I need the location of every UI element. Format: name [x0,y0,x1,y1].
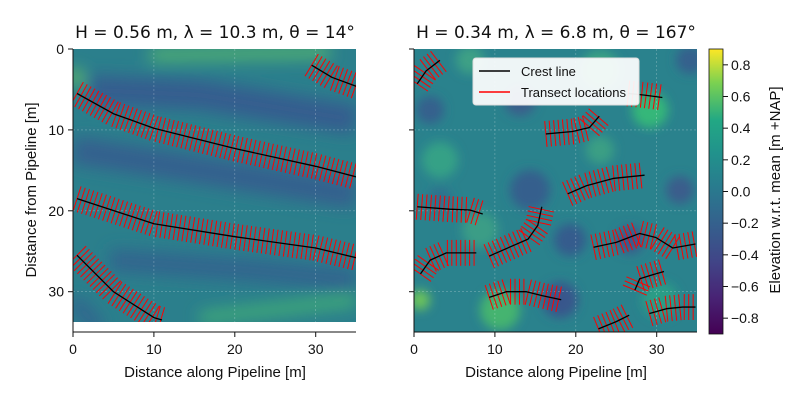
legend-crest-label: Crest line [521,64,576,79]
left-grid [73,49,356,322]
colorbar-tick-label: 0.6 [731,89,751,105]
crest-line [598,314,630,330]
left-heatmap [73,49,356,322]
left-title: H = 0.56 m, λ = 10.3 m, θ = 14° [75,23,355,43]
left-axes: 0 10 20 30 0 10 20 30 [48,41,356,357]
right-panel: 0 10 20 30 H = 0.34 m, λ = 6.8 m, θ = 167° … [409,23,697,381]
transect-tick [483,244,495,269]
crest-line [417,206,483,215]
colorbar-label: Elevation w.r.t. mean [m +NAP] [767,86,784,293]
x-tick-label: 0 [410,341,418,357]
crest-line [567,174,645,195]
left-heatmap-texture [73,49,356,322]
colorbar-tick-label: 0.2 [731,152,751,168]
crest-line [76,198,356,259]
right-axes: 0 10 20 30 [409,48,697,357]
x-tick-label: 30 [649,341,665,357]
crest-line [593,232,696,249]
right-x-label: Distance along Pipeline [m] [465,364,647,381]
y-tick-label: 20 [48,203,64,219]
crest-line [76,254,163,321]
x-tick-label: 30 [308,341,324,357]
transect-tick [562,181,574,206]
legend: Crest line Transect locations [472,57,640,106]
crest-line [489,291,562,301]
x-tick-label: 20 [568,341,584,357]
colorbar-tick-label: −0.4 [731,247,759,263]
x-tick-label: 20 [227,341,243,357]
y-tick-label: 30 [48,284,64,300]
crest-line [76,92,356,178]
crest-line [416,59,441,85]
transect-tick [73,81,84,102]
right-heatmap-texture [414,49,697,330]
left-y-label: Distance from Pipeline [m] [23,102,40,277]
x-tick-label: 10 [146,341,162,357]
colorbar-gradient [708,48,724,335]
right-heatmap [414,49,697,332]
x-tick-label: 10 [487,341,503,357]
left-x-label: Distance along Pipeline [m] [124,364,306,381]
colorbar-tick-label: −0.8 [731,310,759,326]
crest-line [419,252,477,275]
y-tick-label: 10 [48,122,64,138]
colorbar-tick-label: 0.8 [731,57,751,73]
left-panel: 0 10 20 30 0 10 20 30 H = 0.56 m, λ = 10.3 m, θ… [23,23,356,381]
legend-transect-label: Transect locations [521,85,627,100]
colorbar: 0.8 0.6 0.4 0.2 0.0 −0.2 −0.4 −0.6 −0.8 Elevatio… [708,48,784,335]
crest-line [649,306,696,315]
right-title: H = 0.34 m, λ = 6.8 m, θ = 167° [416,23,696,43]
colorbar-tick-label: −0.2 [731,215,759,231]
y-tick-label: 0 [56,41,64,57]
legend-box [472,57,640,106]
crest-line [545,115,600,135]
colorbar-tick-label: 0.4 [731,120,751,136]
colorbar-ticks: 0.8 0.6 0.4 0.2 0.0 −0.2 −0.4 −0.6 −0.8 [723,57,759,326]
x-tick-label: 0 [69,341,77,357]
crest-line [311,64,356,87]
crest-line [488,206,543,257]
colorbar-tick-label: −0.6 [731,279,759,295]
crest-line [634,270,665,291]
left-crest-lines [73,53,356,322]
colorbar-tick-label: 0.0 [731,184,751,200]
